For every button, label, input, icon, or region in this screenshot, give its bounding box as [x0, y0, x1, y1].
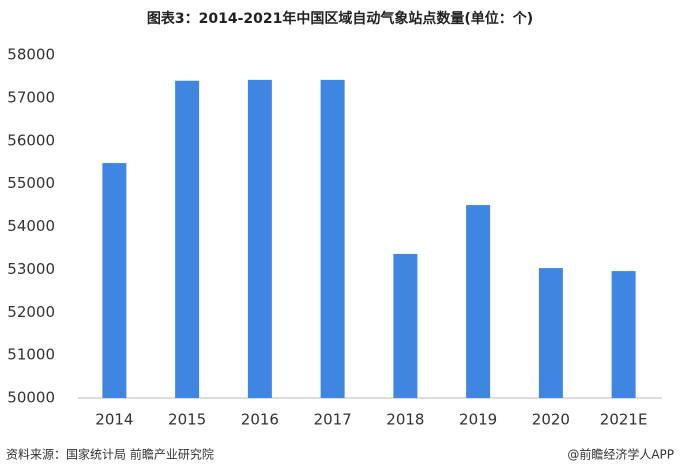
y-tick-label: 58000: [7, 46, 55, 64]
bar: [247, 79, 272, 399]
y-tick-label: 53000: [7, 260, 55, 278]
x-tick-label: 2016: [241, 411, 279, 429]
y-tick-label: 54000: [7, 217, 55, 235]
x-tick-label: 2014: [95, 411, 133, 429]
x-tick-label: 2017: [314, 411, 352, 429]
bar: [102, 163, 127, 398]
x-tick-label: 2020: [532, 411, 570, 429]
bar: [320, 79, 345, 399]
x-tick-label: 2018: [386, 411, 424, 429]
chart-title: 图表3：2014-2021年中国区域自动气象站点数量(单位：个): [147, 10, 533, 27]
bar: [175, 80, 200, 398]
bar: [611, 271, 636, 398]
y-tick-label: 56000: [7, 131, 55, 149]
x-tick-label: 2019: [459, 411, 497, 429]
x-tick-label: 2015: [168, 411, 206, 429]
x-tick-label: 2021E: [600, 411, 648, 429]
y-tick-label: 51000: [7, 346, 55, 364]
y-tick-label: 57000: [7, 88, 55, 106]
y-tick-label: 50000: [7, 389, 55, 407]
bar: [466, 205, 491, 398]
credit: @前瞻经济学人APP: [567, 447, 674, 462]
source-note: 资料来源：国家统计局 前瞻产业研究院: [6, 447, 214, 462]
bar: [538, 268, 563, 398]
bar: [393, 253, 418, 398]
y-tick-label: 52000: [7, 303, 55, 321]
y-tick-label: 55000: [7, 174, 55, 192]
